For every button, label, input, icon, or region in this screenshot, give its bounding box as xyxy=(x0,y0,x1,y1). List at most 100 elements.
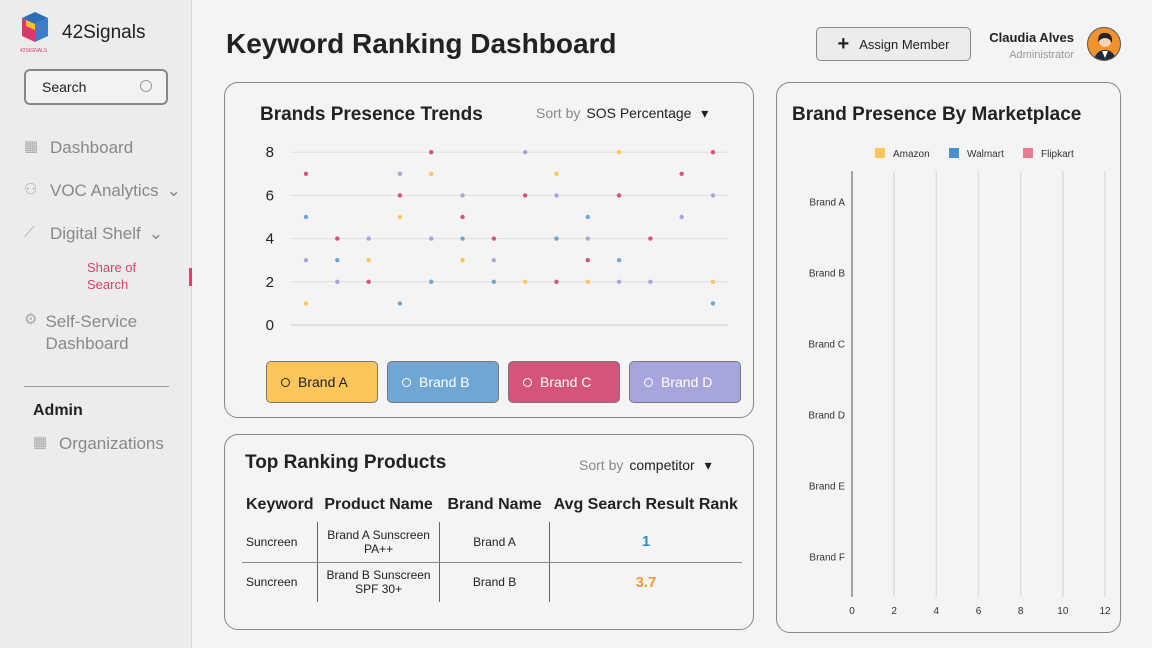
legend-label: Brand C xyxy=(540,374,592,390)
data-point xyxy=(554,236,559,241)
user-name: Claudia Alves xyxy=(989,30,1074,45)
data-point xyxy=(616,258,622,263)
divider xyxy=(24,386,169,387)
user-info: Claudia Alves Administrator xyxy=(989,30,1074,61)
data-point xyxy=(303,214,309,220)
sidebar-item-self-service[interactable]: ⚙ Self-Service Dashboard xyxy=(24,311,154,355)
sidebar-item-label: Organizations xyxy=(59,434,164,453)
column-header: Avg Search Result Rank xyxy=(553,496,738,513)
cell-keyword: Suncreen xyxy=(246,575,298,590)
data-point xyxy=(522,279,528,284)
data-point xyxy=(397,171,403,176)
data-point xyxy=(585,236,590,241)
data-point xyxy=(585,279,590,284)
data-point xyxy=(303,258,309,263)
data-point xyxy=(710,279,716,284)
assign-member-button[interactable]: + Assign Member xyxy=(816,27,971,61)
data-point xyxy=(366,279,371,284)
sort-label: Sort by xyxy=(536,105,581,121)
card-title: Top Ranking Products xyxy=(245,452,447,473)
x-tick-label: 12 xyxy=(1099,606,1111,617)
cell-product: Brand B Sunscreen SPF 30+ xyxy=(317,562,440,602)
active-indicator xyxy=(189,268,192,286)
grid-icon: ▦ xyxy=(24,138,39,155)
y-tick-label: Brand F xyxy=(809,553,845,564)
data-point xyxy=(616,193,622,198)
data-point xyxy=(366,258,371,263)
sidebar-item-label: VOC Analytics xyxy=(50,181,159,200)
circle-icon xyxy=(523,377,532,387)
table-row[interactable]: Suncreen Brand B Sunscreen SPF 30+ Brand B… xyxy=(242,562,742,602)
data-point xyxy=(710,150,716,155)
y-tick-label: 6 xyxy=(266,187,274,204)
data-point xyxy=(616,150,622,155)
column-header: Product Name xyxy=(324,496,433,513)
robot-icon: ⚙ xyxy=(24,311,38,328)
legend-label: Amazon xyxy=(893,149,930,160)
data-point xyxy=(429,150,434,155)
legend-label: Walmart xyxy=(967,149,1004,160)
sort-dropdown[interactable]: Sort by competitor ▾ xyxy=(579,457,712,474)
data-point xyxy=(397,214,403,220)
grid-icon: ▦ xyxy=(33,434,48,451)
data-point xyxy=(397,301,403,306)
sort-value: competitor xyxy=(629,457,695,473)
sidebar-item-label: Digital Shelf xyxy=(50,224,141,243)
x-tick-label: 0 xyxy=(849,606,855,617)
sort-value: SOS Percentage xyxy=(586,105,692,121)
data-point xyxy=(429,279,434,284)
sort-label: Sort by xyxy=(579,457,624,473)
x-tick-label: 4 xyxy=(934,606,940,617)
chevron-down-icon: ⌄ xyxy=(166,181,181,200)
caret-down-icon: ▾ xyxy=(697,105,709,121)
data-point xyxy=(491,236,497,241)
sort-dropdown[interactable]: Sort by SOS Percentage ▾ xyxy=(536,105,708,122)
legend-brand-2[interactable]: Brand B xyxy=(387,361,499,403)
sidebar-subitem-share-of-search[interactable]: Share of Search xyxy=(87,260,137,292)
cell-keyword: Suncreen xyxy=(242,522,318,563)
data-point xyxy=(397,193,403,198)
data-point xyxy=(303,171,309,176)
legend-label: Flipkart xyxy=(1041,149,1074,160)
search-input[interactable]: Search xyxy=(24,69,168,105)
x-tick-label: 2 xyxy=(891,606,897,617)
data-point xyxy=(460,236,465,241)
cell-rank: 1 xyxy=(549,522,742,563)
x-tick-label: 8 xyxy=(1018,606,1024,617)
sidebar-item-voc-analytics[interactable]: ⚇ VOC Analytics ⌄ xyxy=(24,181,181,201)
app-logo: 42SIGNALS xyxy=(20,12,48,54)
circle-icon xyxy=(644,377,653,387)
caret-down-icon: ▾ xyxy=(700,457,712,473)
data-point xyxy=(366,236,371,241)
sidebar-item-digital-shelf[interactable]: ⟋ Digital Shelf ⌄ xyxy=(24,224,163,244)
legend-brand-4[interactable]: Brand D xyxy=(629,361,741,403)
plus-icon: + xyxy=(837,32,850,55)
data-point xyxy=(648,279,653,284)
card-title: Brand Presence By Marketplace xyxy=(792,104,1082,125)
data-point xyxy=(616,279,622,284)
data-point xyxy=(491,258,497,263)
legend-label: Brand D xyxy=(661,374,713,390)
legend-swatch xyxy=(1023,148,1033,158)
data-point xyxy=(710,193,716,198)
sidebar-item-label: Self-Service Dashboard xyxy=(45,312,138,353)
app-name: 42Signals xyxy=(62,22,146,43)
chevron-down-icon: ⌄ xyxy=(148,224,163,243)
sidebar-item-dashboard[interactable]: ▦ Dashboard xyxy=(24,138,133,158)
data-point xyxy=(429,171,434,176)
legend-brand-3[interactable]: Brand C xyxy=(508,361,620,403)
avatar[interactable] xyxy=(1087,27,1121,61)
card-title: Brands Presence Trends xyxy=(260,104,483,125)
sidebar-item-organizations[interactable]: ▦ Organizations xyxy=(33,434,164,454)
search-icon[interactable] xyxy=(140,80,152,92)
legend-brand-1[interactable]: Brand A xyxy=(266,361,378,403)
legend-label: Brand B xyxy=(419,374,470,390)
x-tick-label: 10 xyxy=(1057,606,1069,617)
data-point xyxy=(679,214,684,220)
y-tick-label: 4 xyxy=(266,231,274,248)
data-point xyxy=(460,214,465,220)
y-tick-label: Brand C xyxy=(808,340,845,351)
data-point xyxy=(522,150,528,155)
y-tick-label: Brand B xyxy=(809,269,845,280)
